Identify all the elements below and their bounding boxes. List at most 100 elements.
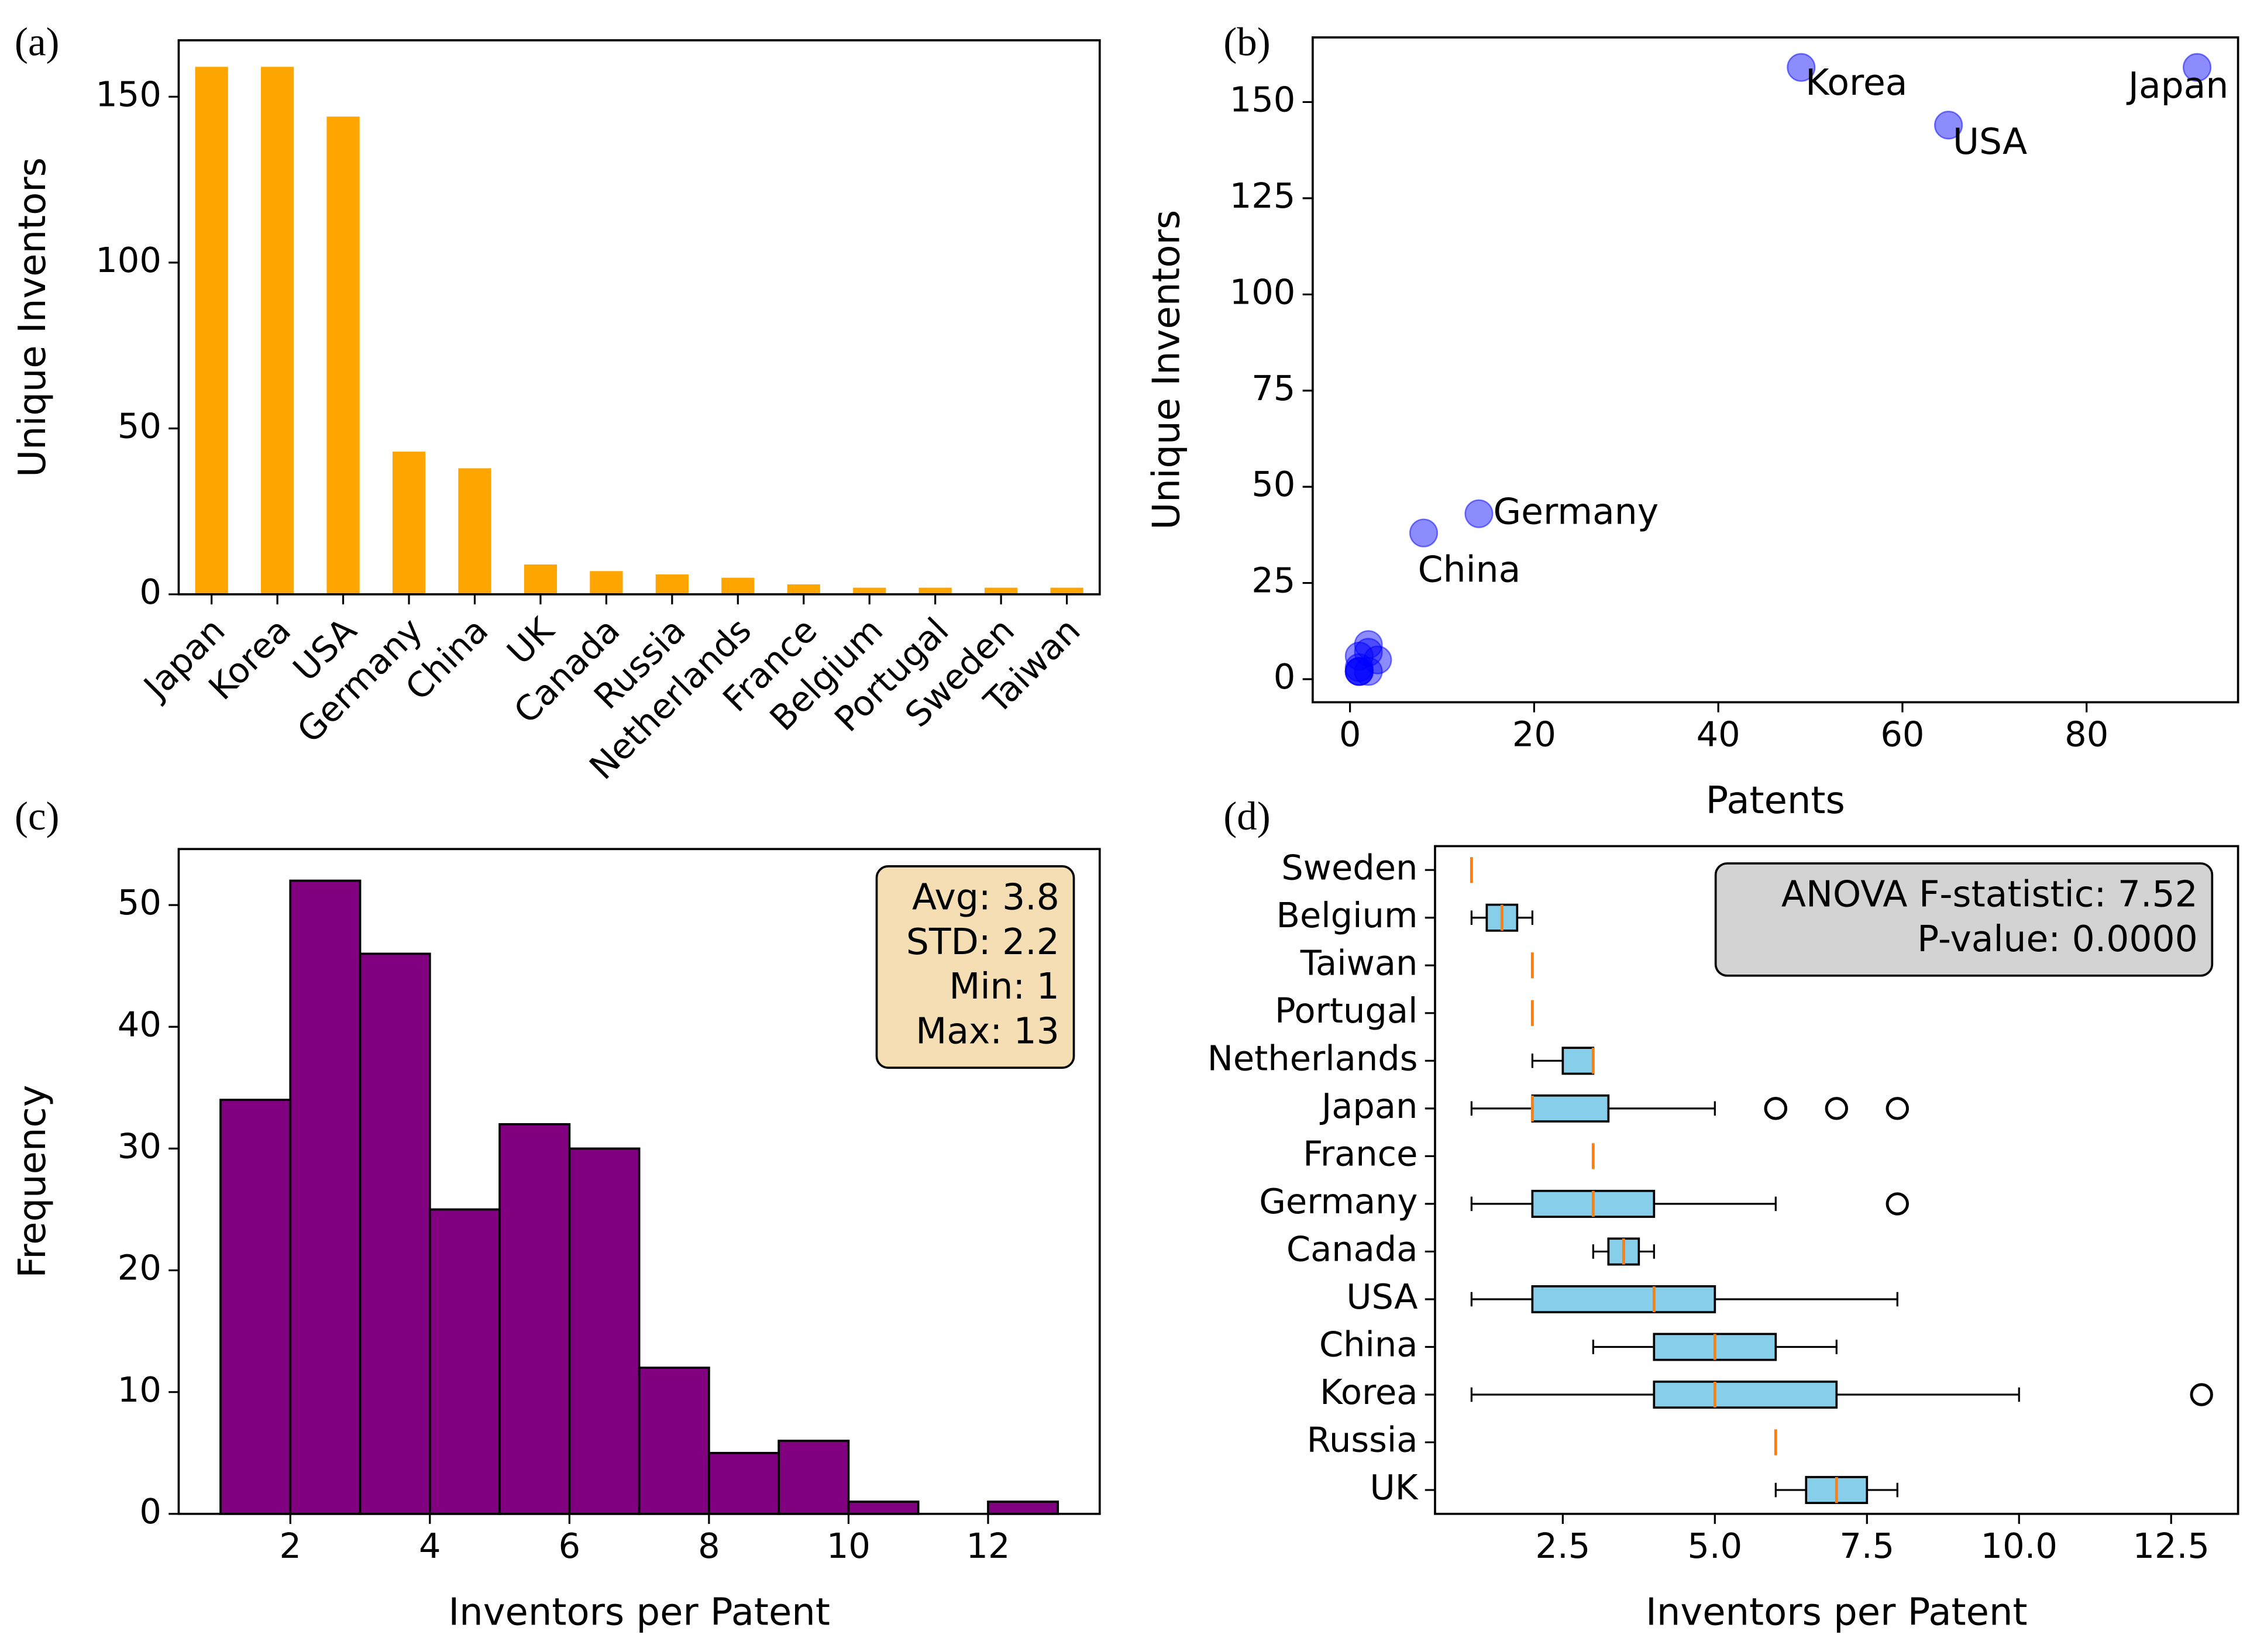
y-tick-label: 40 bbox=[118, 1004, 161, 1044]
y-tick-label: 100 bbox=[1230, 271, 1296, 312]
y-tick-label: Germany bbox=[1259, 1181, 1417, 1221]
outlier bbox=[2190, 1383, 2213, 1406]
y-axis-label: Unique Inventors bbox=[11, 157, 54, 477]
x-tick-label: 10 bbox=[827, 1526, 871, 1566]
x-tick-label: 0 bbox=[1339, 714, 1361, 755]
annotation-box bbox=[875, 865, 1075, 1069]
annotation-text: P-value: 0.0000 bbox=[1917, 918, 2198, 960]
y-tick-label: 10 bbox=[118, 1369, 161, 1410]
x-tick-label: 6 bbox=[559, 1526, 581, 1566]
x-axis-label: Inventors per Patent bbox=[448, 1591, 830, 1634]
bar bbox=[787, 584, 820, 594]
panel-label: (b) bbox=[1223, 20, 1270, 64]
y-tick-label: Taiwan bbox=[1300, 942, 1418, 983]
x-tick-label: 2.5 bbox=[1535, 1526, 1590, 1566]
histogram-bar bbox=[428, 1208, 501, 1515]
x-tick-label: 4 bbox=[419, 1526, 441, 1566]
x-tick-label: 5.0 bbox=[1687, 1526, 1742, 1566]
x-tick-label: 7.5 bbox=[1839, 1526, 1894, 1566]
point bbox=[2182, 53, 2212, 82]
y-tick-label: 0 bbox=[139, 1491, 161, 1531]
bar bbox=[721, 577, 755, 594]
y-tick-label: 30 bbox=[118, 1126, 161, 1166]
outlier bbox=[1825, 1097, 1848, 1120]
y-tick-label: UK bbox=[1370, 1467, 1419, 1508]
y-tick-label: 125 bbox=[1230, 175, 1296, 216]
annotation-text: Min: 1 bbox=[949, 965, 1059, 1007]
bar bbox=[524, 564, 558, 594]
y-tick-label: 100 bbox=[95, 240, 161, 280]
y-tick-label: Netherlands bbox=[1207, 1038, 1418, 1078]
histogram-bar bbox=[498, 1123, 571, 1515]
bar bbox=[590, 571, 623, 594]
histogram-bar bbox=[638, 1367, 710, 1515]
y-tick-label: 75 bbox=[1251, 368, 1295, 408]
y-tick-label: 50 bbox=[118, 882, 161, 923]
y-tick-label: China bbox=[1319, 1324, 1418, 1365]
point bbox=[1934, 111, 1963, 140]
bar bbox=[261, 67, 294, 594]
histogram-bar bbox=[568, 1147, 641, 1515]
x-tick-label: 10.0 bbox=[1981, 1526, 2058, 1566]
point bbox=[1787, 53, 1816, 82]
x-tick-label: 8 bbox=[698, 1526, 720, 1566]
x-axis-label: Patents bbox=[1706, 779, 1845, 822]
bar bbox=[195, 67, 228, 594]
bar bbox=[326, 116, 360, 594]
y-tick-label: 25 bbox=[1251, 560, 1295, 601]
histogram-bar bbox=[359, 952, 431, 1515]
y-tick-label: 50 bbox=[118, 406, 161, 446]
y-tick-label: 150 bbox=[95, 74, 161, 114]
x-tick-label: 20 bbox=[1512, 714, 1556, 755]
point bbox=[1464, 499, 1494, 528]
annotation-text: ANOVA F-statistic: 7.52 bbox=[1781, 873, 2198, 916]
y-tick-label: 0 bbox=[1274, 656, 1296, 697]
y-axis-label: Frequency bbox=[11, 1085, 54, 1278]
y-tick-label: Sweden bbox=[1281, 847, 1417, 887]
axes-frame bbox=[1434, 845, 2239, 1515]
x-tick-label: 60 bbox=[1880, 714, 1924, 755]
point bbox=[1344, 657, 1374, 686]
y-tick-label: 50 bbox=[1251, 464, 1295, 504]
point-label: Japan bbox=[2126, 64, 2228, 106]
box bbox=[1653, 1381, 1838, 1409]
y-tick-label: 0 bbox=[139, 572, 161, 612]
outlier bbox=[1886, 1192, 1909, 1216]
point-label: USA bbox=[1953, 121, 2027, 163]
y-tick-label: Japan bbox=[1319, 1086, 1418, 1126]
histogram-bar bbox=[847, 1500, 920, 1515]
y-tick-label: 20 bbox=[118, 1248, 161, 1288]
histogram-bar bbox=[777, 1440, 850, 1515]
point bbox=[1363, 645, 1392, 674]
annotation-box bbox=[1714, 862, 2214, 977]
outlier bbox=[1764, 1097, 1787, 1120]
y-tick-label: Belgium bbox=[1276, 895, 1417, 935]
axes-frame bbox=[1312, 36, 2239, 704]
x-axis-label: Inventors per Patent bbox=[1646, 1591, 2028, 1634]
y-tick-label: Korea bbox=[1320, 1372, 1417, 1412]
histogram-bar bbox=[708, 1451, 780, 1515]
annotation-text: Avg: 3.8 bbox=[912, 876, 1059, 918]
bar bbox=[458, 468, 491, 594]
axes-frame bbox=[177, 848, 1101, 1515]
panel-label: (a) bbox=[15, 20, 59, 64]
x-tick-label: 80 bbox=[2065, 714, 2108, 755]
y-tick-label: Canada bbox=[1286, 1229, 1418, 1269]
point bbox=[1344, 641, 1374, 671]
box bbox=[1531, 1285, 1716, 1313]
box bbox=[1531, 1094, 1610, 1123]
axes-frame bbox=[177, 39, 1101, 596]
histogram-bar bbox=[987, 1500, 1059, 1515]
annotation-text: Max: 13 bbox=[916, 1010, 1059, 1052]
bar bbox=[1050, 587, 1083, 594]
y-tick-label: USA bbox=[1346, 1276, 1417, 1317]
histogram-bar bbox=[219, 1099, 292, 1515]
y-axis-label: Unique Inventors bbox=[1145, 210, 1188, 530]
bar bbox=[985, 587, 1018, 594]
bar bbox=[655, 574, 689, 594]
y-tick-label: 150 bbox=[1230, 80, 1296, 120]
y-tick-label: Portugal bbox=[1275, 990, 1417, 1031]
bar bbox=[392, 452, 426, 594]
